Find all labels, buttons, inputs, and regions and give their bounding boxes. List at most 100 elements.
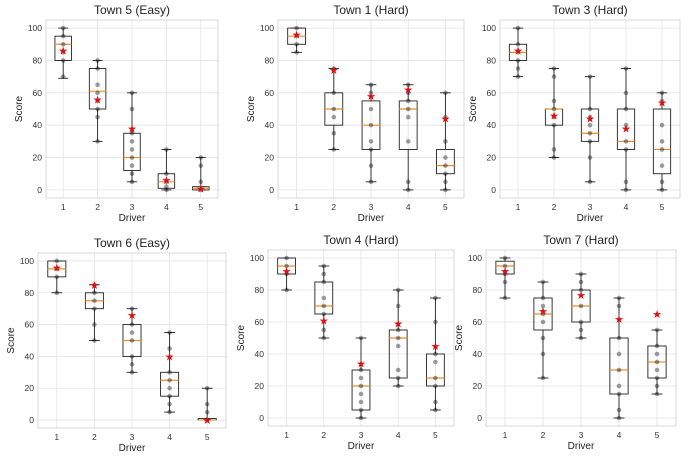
data-point [578,279,584,285]
data-point [405,98,411,104]
data-point [540,319,546,325]
data-point [433,295,438,301]
data-point [587,74,593,79]
data-point [654,383,660,389]
y-axis-label: Score [14,96,25,123]
y-tick-label: 0 [37,185,42,195]
mean-marker: ★ [614,314,624,326]
box-2: ★ [84,280,104,343]
data-point [616,391,622,397]
x-tick-label: 2 [321,430,326,440]
box-3: ★ [361,82,381,185]
data-point [395,303,401,309]
mean-marker: ★ [58,46,68,58]
iqr-box [388,329,408,379]
box-5: ★ [192,155,210,195]
y-tick-label: 60 [265,88,275,98]
data-point [129,90,135,96]
data-point [395,343,401,349]
data-point [443,187,448,193]
y-tick-label: 20 [265,153,275,163]
data-point [578,287,584,293]
data-point [92,338,97,343]
data-point [616,415,622,421]
chart-panel: 0 20 40 60 80 100 1 2 3 4 5 Town 3 (Hard) Driver Scor… [468,3,681,224]
data-point [321,303,327,309]
x-axis-label: Driver [348,441,375,452]
data-point [167,370,172,375]
mean-marker: ★ [440,114,450,126]
data-point [623,187,629,193]
data-point [587,122,593,128]
data-point [433,359,438,365]
x-tick-label: 4 [167,432,172,442]
box-3: ★ [571,271,591,341]
box-4: ★ [388,287,408,389]
data-point [129,370,135,375]
data-point [433,375,438,381]
data-point [395,327,401,333]
y-tick-label: 80 [25,288,35,298]
iqr-box [616,108,636,150]
data-point [368,106,374,112]
data-point [284,271,289,277]
data-point [60,41,66,47]
mean-marker: ★ [513,46,523,58]
data-point [129,179,135,185]
box-3: ★ [351,335,371,421]
data-point [294,33,299,39]
data-point [368,122,374,128]
data-point [60,50,66,55]
panel-title: Town 1 (Hard) [333,3,408,17]
data-point [405,90,411,96]
data-point [616,335,622,341]
data-point [551,74,557,79]
y-axis-label: Score [236,325,247,352]
x-tick-label: 1 [61,202,66,212]
box-4: ★ [157,147,176,193]
data-point [54,266,60,272]
x-tick-label: 5 [205,432,210,442]
data-point [515,66,521,71]
data-point [129,130,135,136]
mean-marker: ★ [652,309,662,321]
data-point [321,327,327,333]
data-point [540,375,546,381]
box-2: ★ [544,66,564,160]
iqr-box [580,108,600,142]
data-point [616,295,622,301]
data-point [659,98,665,104]
y-tick-label: 80 [473,285,483,295]
data-point [578,327,584,333]
data-point [204,385,210,391]
iqr-box [88,68,107,110]
y-tick-label: 100 [260,23,274,33]
y-axis-label: Score [468,96,479,123]
x-axis-label: Driver [119,443,146,454]
x-tick-label: 1 [294,202,299,212]
y-tick-label: 0 [491,185,496,195]
data-point [204,417,210,423]
box-5: ★ [647,309,667,397]
data-point [433,351,438,357]
y-tick-label: 20 [33,153,43,163]
panel-title: Town 7 (Hard) [543,233,618,247]
data-point [551,155,557,160]
x-tick-label: 2 [95,202,100,212]
data-point [405,187,411,193]
mean-marker: ★ [93,94,103,106]
y-tick-label: 40 [255,349,265,359]
box-2: ★ [314,263,334,341]
x-tick-label: 3 [130,432,135,442]
data-point [433,407,438,413]
iqr-box [351,369,371,411]
y-tick-label: 40 [487,120,497,130]
data-point [368,82,374,88]
mean-marker: ★ [549,110,559,122]
y-tick-label: 0 [477,413,482,423]
box-5: ★ [436,90,455,193]
x-tick-label: 5 [655,430,660,440]
data-point [659,179,665,185]
y-tick-label: 20 [25,383,35,393]
data-point [443,90,448,96]
